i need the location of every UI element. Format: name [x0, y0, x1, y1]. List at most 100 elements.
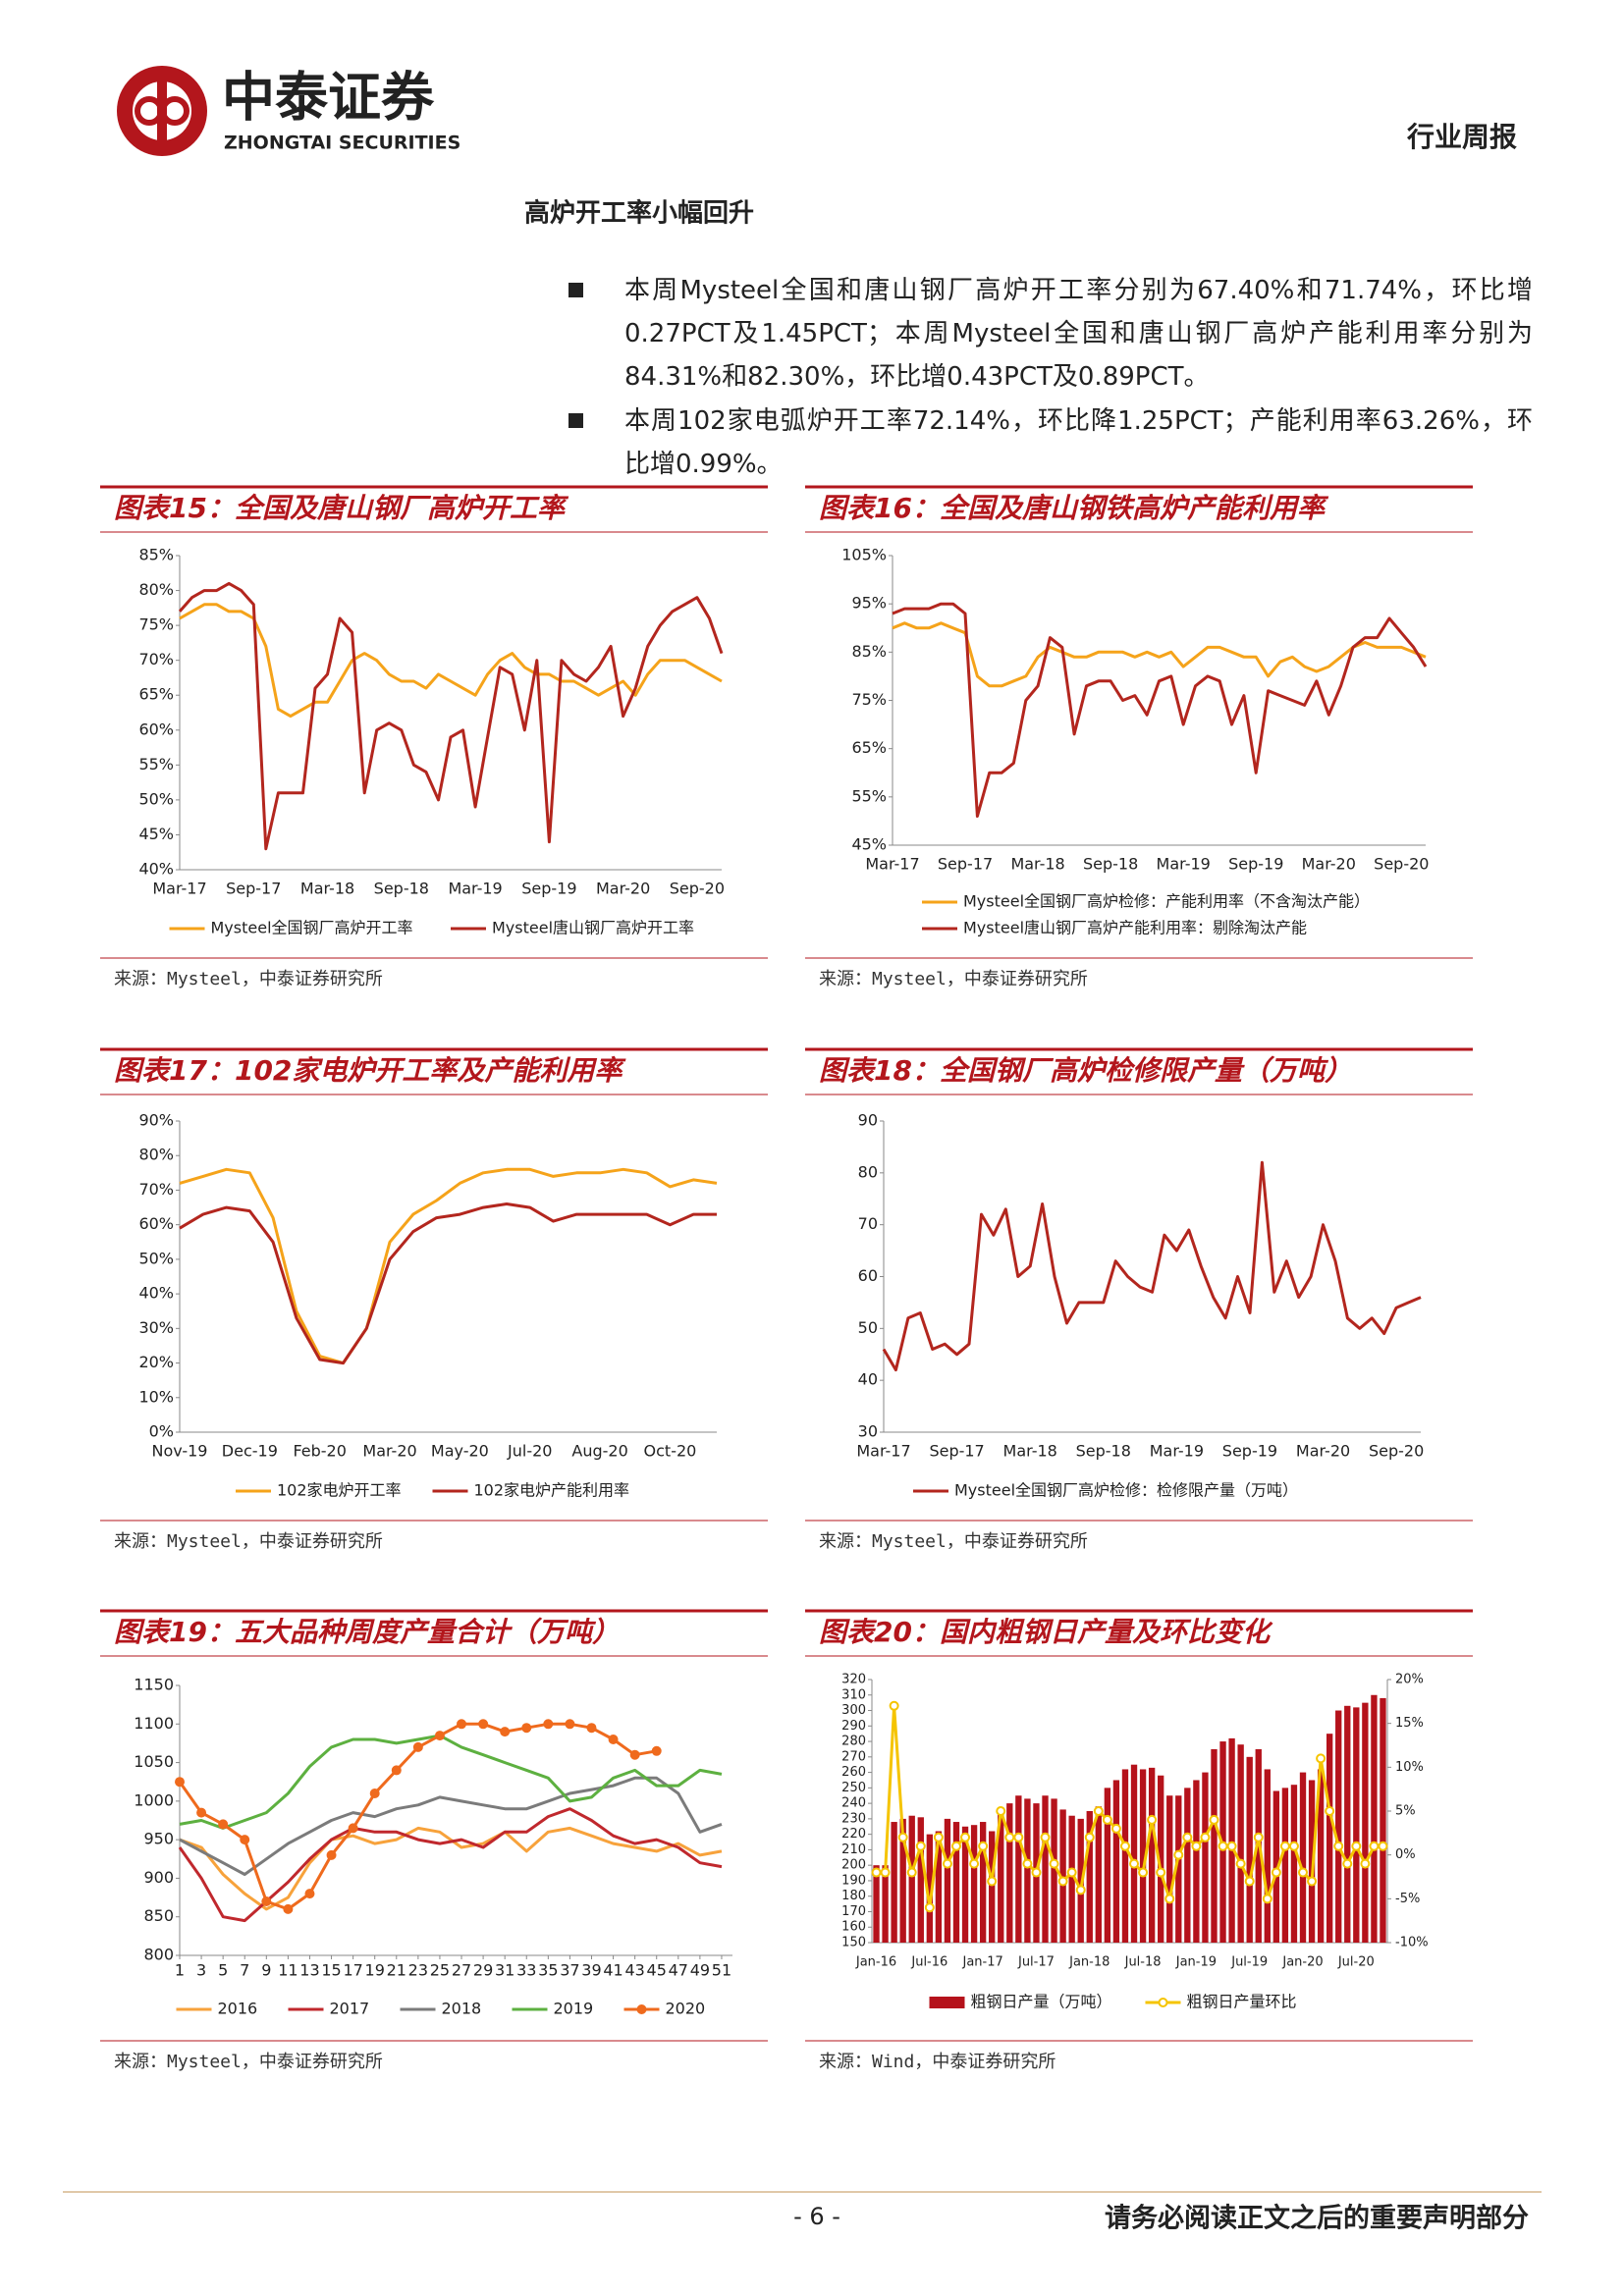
x-tick-label: 31 — [495, 1961, 514, 1980]
y-tick-label: 1050 — [134, 1752, 174, 1771]
series-marker — [391, 1765, 402, 1776]
y-tick-label: 65% — [851, 738, 887, 757]
y-tick-label: 260 — [841, 1765, 866, 1780]
x-tick-label: 23 — [408, 1961, 428, 1980]
series-marker — [196, 1807, 207, 1818]
x-tick-label: Mar-17 — [856, 1442, 910, 1461]
bar — [1344, 1705, 1351, 1943]
x-tick-label: Nov-19 — [152, 1442, 208, 1461]
y2-tick-label: -5% — [1395, 1892, 1420, 1906]
series-marker — [1298, 1867, 1309, 1878]
y-tick-label: 30% — [138, 1318, 174, 1337]
y-tick-label: 190 — [841, 1873, 866, 1888]
series-line — [179, 603, 723, 719]
series-marker — [1244, 1876, 1255, 1887]
x-tick-label: Mar-17 — [865, 855, 919, 874]
bar — [1059, 1809, 1066, 1943]
bar — [1166, 1795, 1173, 1943]
series-marker — [369, 1789, 380, 1798]
bar — [1237, 1744, 1244, 1943]
y-tick-label: 40% — [138, 1284, 174, 1303]
legend-swatch-marker — [636, 2004, 647, 2014]
bar — [970, 1825, 978, 1943]
x-tick-label: Sep-20 — [1369, 1442, 1424, 1461]
x-tick-label: Aug-20 — [571, 1442, 627, 1461]
figure-title: 图表20：国内粗钢日产量及环比变化 — [819, 1616, 1273, 1648]
logo-subtext: ZHONGTAI SECURITIES — [224, 133, 460, 154]
x-tick-label: 17 — [343, 1961, 362, 1980]
series-line — [892, 602, 1428, 818]
section-title: 高炉开工率小幅回升 — [524, 198, 754, 229]
series-marker — [1013, 1832, 1024, 1842]
bar — [873, 1865, 880, 1943]
y-tick-label: 50% — [138, 1249, 174, 1267]
y-tick-label: 75% — [851, 690, 887, 709]
x-tick-label: Sep-19 — [1228, 855, 1283, 874]
x-tick-label: Sep-18 — [1076, 1442, 1131, 1461]
x-tick-label: 13 — [299, 1961, 319, 1980]
x-tick-label: Mar-20 — [362, 1442, 416, 1461]
x-tick-label: Jan-16 — [855, 1955, 896, 1970]
bar — [1112, 1780, 1120, 1943]
bar — [1175, 1795, 1182, 1943]
y-tick-label: 60% — [138, 1214, 174, 1233]
x-tick-label: Jan-20 — [1281, 1955, 1323, 1970]
y2-tick-label: 20% — [1395, 1673, 1424, 1687]
x-tick-label: Feb-20 — [293, 1442, 346, 1461]
legend-label: 102家电炉开工率 — [277, 1481, 402, 1500]
x-tick-label: 11 — [278, 1961, 298, 1980]
series-marker — [348, 1823, 358, 1834]
y-tick-label: 320 — [841, 1673, 866, 1687]
y-tick-label: 45% — [138, 825, 174, 843]
series-marker — [1004, 1832, 1015, 1842]
bar — [1095, 1806, 1102, 1943]
series-marker — [1164, 1894, 1175, 1904]
bar — [1326, 1734, 1333, 1943]
y2-tick-label: 10% — [1395, 1760, 1424, 1775]
y-tick-label: 950 — [143, 1830, 174, 1848]
figure-source: 来源：Mysteel，中泰证券研究所 — [114, 969, 383, 989]
y-tick-label: 40% — [138, 860, 174, 879]
bar — [1024, 1798, 1031, 1943]
series-marker — [1182, 1832, 1193, 1842]
series-marker — [950, 1841, 961, 1851]
x-tick-label: 43 — [624, 1961, 644, 1980]
bar — [891, 1822, 897, 1943]
y-tick-label: 220 — [841, 1827, 866, 1842]
y-tick-label: 310 — [841, 1687, 866, 1702]
x-tick-label: 39 — [581, 1961, 601, 1980]
series-marker — [1226, 1841, 1237, 1851]
figure-title: 图表17：102家电炉开工率及产能利用率 — [114, 1054, 626, 1087]
y-tick-label: 1150 — [134, 1676, 174, 1694]
y-tick-label: 70% — [138, 1180, 174, 1199]
y-tick-label: 800 — [143, 1946, 174, 1964]
series-line — [179, 1776, 723, 1876]
y-tick-label: 55% — [851, 786, 887, 805]
logo-mark-ring — [160, 96, 189, 126]
footer-notice: 请务必阅读正文之后的重要声明部分 — [1105, 2203, 1529, 2234]
figure-source: 来源：Mysteel，中泰证券研究所 — [114, 1531, 383, 1552]
bar — [952, 1822, 960, 1943]
series-marker — [283, 1903, 294, 1914]
figure-source: 来源：Mysteel，中泰证券研究所 — [114, 2052, 383, 2072]
x-tick-label: Mar-18 — [1010, 855, 1064, 874]
figure-source: 来源：Wind，中泰证券研究所 — [819, 2052, 1056, 2072]
x-tick-label: Sep-17 — [226, 880, 281, 898]
y-tick-label: 80% — [138, 580, 174, 599]
x-tick-label: 33 — [516, 1961, 536, 1980]
y-tick-label: 290 — [841, 1719, 866, 1734]
legend-label: Mysteel全国钢厂高炉开工率 — [211, 919, 413, 937]
bar — [1299, 1772, 1307, 1943]
bar — [882, 1865, 889, 1943]
report-type: 行业周报 — [1406, 121, 1517, 153]
x-tick-label: Jan-19 — [1175, 1955, 1217, 1970]
series-marker — [1262, 1894, 1272, 1904]
legend-label: 2019 — [554, 2000, 594, 2018]
x-tick-label: Mar-18 — [1003, 1442, 1057, 1461]
y2-tick-label: 5% — [1395, 1804, 1416, 1819]
series-marker — [1351, 1841, 1362, 1851]
series-marker — [960, 1832, 971, 1842]
series-marker — [1316, 1753, 1326, 1764]
bar — [1211, 1748, 1218, 1943]
series-marker — [1218, 1841, 1228, 1851]
